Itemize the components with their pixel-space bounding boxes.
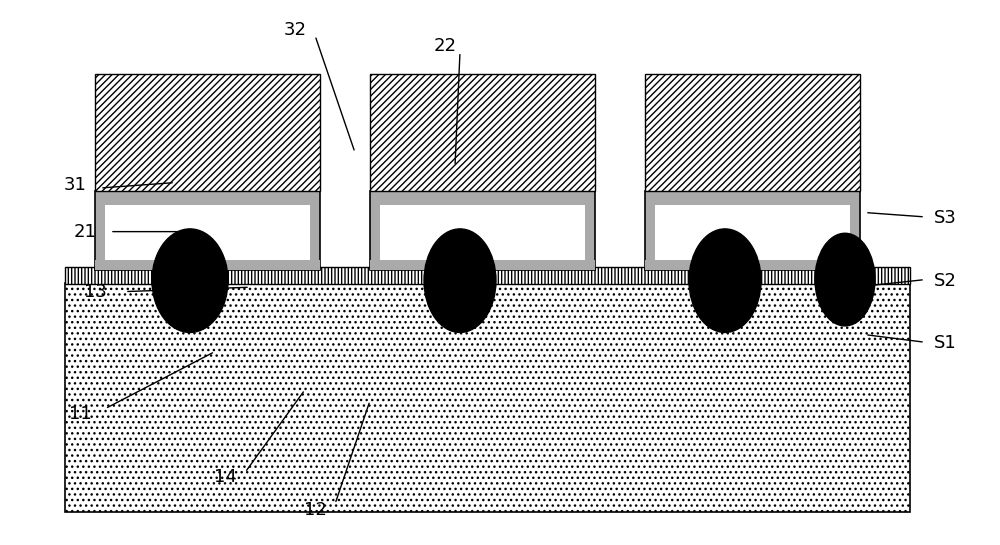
Text: 21: 21 — [74, 222, 96, 241]
Bar — [105, 205, 310, 265]
Bar — [95, 74, 320, 191]
Ellipse shape — [689, 229, 761, 332]
Text: 31: 31 — [64, 176, 86, 195]
Bar — [370, 191, 595, 270]
Text: S2: S2 — [934, 271, 956, 290]
Text: 32: 32 — [284, 21, 306, 39]
Ellipse shape — [815, 233, 875, 326]
Bar — [95, 191, 320, 270]
Bar — [645, 260, 860, 270]
Bar — [370, 260, 595, 270]
Bar — [655, 205, 850, 265]
Bar — [65, 283, 910, 512]
Bar — [65, 267, 910, 284]
Bar — [645, 191, 860, 270]
Text: 13: 13 — [84, 282, 106, 301]
Bar — [380, 205, 585, 265]
Text: S1: S1 — [934, 334, 956, 353]
Bar — [95, 260, 320, 270]
Text: S3: S3 — [934, 209, 956, 227]
Ellipse shape — [152, 229, 228, 332]
Text: 22: 22 — [434, 37, 456, 56]
Bar — [645, 74, 860, 191]
Text: 14: 14 — [214, 468, 236, 486]
Text: 11: 11 — [69, 405, 91, 423]
Text: 12: 12 — [304, 500, 326, 519]
Bar — [370, 74, 595, 191]
Ellipse shape — [424, 229, 496, 332]
